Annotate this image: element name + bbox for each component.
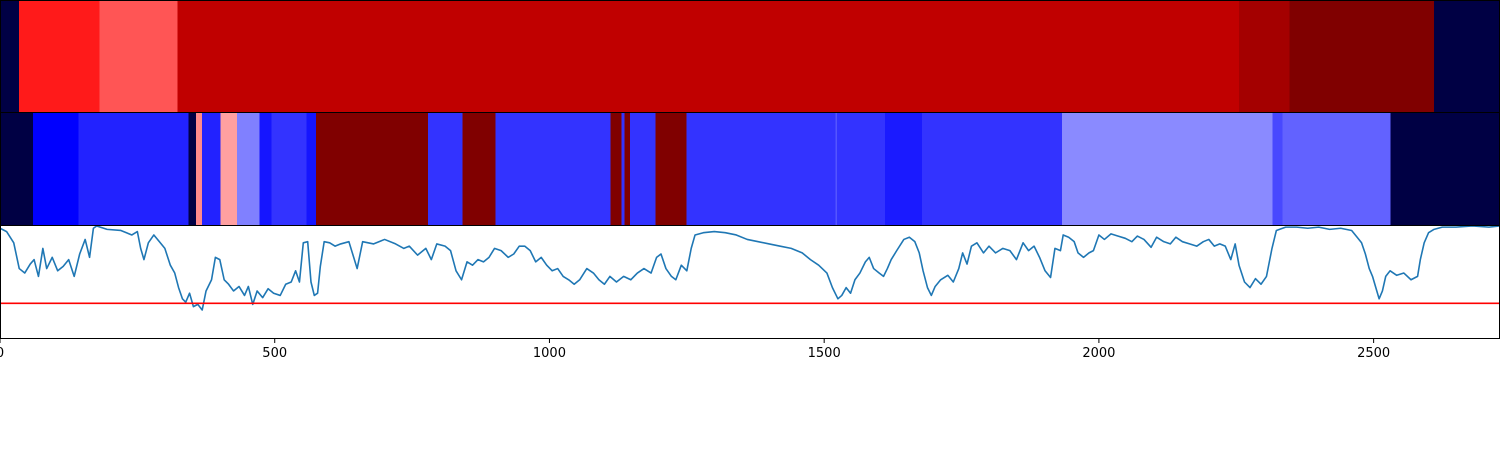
series-line [0,226,1500,311]
heatmap-segment [921,113,1063,225]
heatmap-segment [99,1,178,112]
heatmap-segment [32,113,79,225]
x-axis: 0 500 1000 1500 2000 2500 [0,338,1390,361]
heatmap-segment [271,113,307,225]
heatmap-segment [188,113,197,225]
heatmap-segment [428,113,463,225]
line-panel-background [0,226,1500,338]
x-tick-label: 1000 [533,346,566,361]
heatmap-row-top [0,0,1500,113]
heatmap-segment [630,113,656,225]
x-tick-label: 500 [262,346,287,361]
line-plot-panel [0,225,1500,339]
heatmap-segment [78,113,189,225]
heatmap-segment [0,113,33,225]
heatmap-segment [315,113,429,225]
heatmap-segment [835,113,837,225]
heatmap-segment [610,113,622,225]
heatmap-segment [686,113,836,225]
x-tick-label: 1500 [808,346,841,361]
heatmap-segment [836,113,886,225]
heatmap-segment [177,1,1240,112]
heatmap-segment [462,113,496,225]
heatmap-segment [19,1,100,112]
heatmap-segment [220,113,237,225]
heatmap-segment [0,1,20,112]
heatmap-segment [1062,113,1273,225]
heatmap-segment [259,113,272,225]
heatmap-segment [1434,1,1500,112]
x-tick-label: 2000 [1082,346,1115,361]
heatmap-row-middle [0,112,1500,226]
heatmap-segment [306,113,316,225]
x-tick-label: 0 [0,346,4,361]
heatmap-segment [1239,1,1290,112]
heatmap-segment [1289,1,1435,112]
heatmap-segment [495,113,611,225]
heatmap-segment [621,113,625,225]
heatmap-segment [196,113,203,225]
heatmap-segment [1272,113,1283,225]
heatmap-segment [1282,113,1391,225]
heatmap-segment [655,113,687,225]
heatmap-segment [236,113,260,225]
heatmap-segment [202,113,221,225]
x-tick-label: 2500 [1357,346,1390,361]
heatmap-segment [624,113,631,225]
heatmap-segment [1390,113,1500,225]
heatmap-segment [885,113,922,225]
